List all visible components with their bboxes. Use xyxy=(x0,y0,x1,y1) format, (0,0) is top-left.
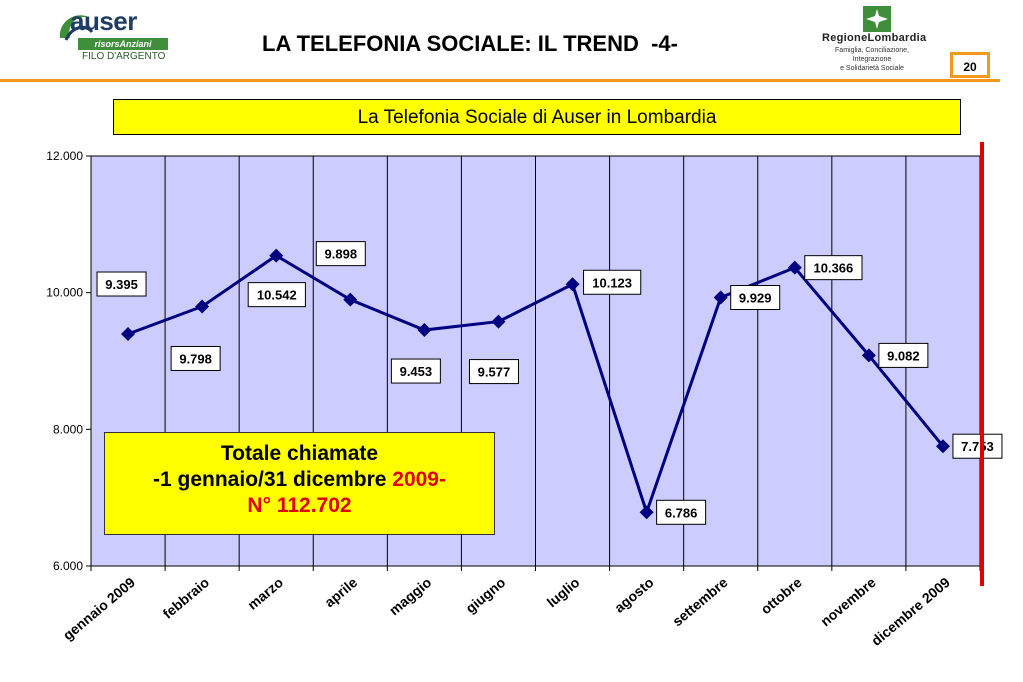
data-label: 6.786 xyxy=(665,505,698,520)
regione-lombardia-line-3: e Solidarietà Sociale xyxy=(840,65,904,72)
data-label: 9.798 xyxy=(179,351,212,366)
data-point xyxy=(417,323,432,338)
data-point xyxy=(639,505,654,520)
series-line xyxy=(127,253,945,518)
data-label-box xyxy=(170,345,221,371)
x-tick-label: maggio xyxy=(386,574,434,618)
x-tick-label: ottobre xyxy=(757,574,804,617)
y-tick-label: 12.000 xyxy=(46,149,83,163)
x-tick-label: agosto xyxy=(611,574,656,616)
data-label-box xyxy=(468,359,519,385)
data-label-box xyxy=(96,271,147,297)
regione-lombardia-name: RegioneLombardia xyxy=(822,32,927,44)
slide-number: 20 xyxy=(950,52,990,78)
data-label: 9.082 xyxy=(887,348,920,363)
data-label-box xyxy=(656,499,707,525)
total-calls-value: N° 112.702 xyxy=(247,494,352,517)
total-calls-period-text: -1 gennaio/31 dicembre xyxy=(153,468,393,491)
data-point xyxy=(343,292,358,307)
data-label-box xyxy=(952,433,1003,459)
data-point xyxy=(195,299,210,314)
data-label: 10.123 xyxy=(592,275,632,290)
regione-lombardia-icon xyxy=(863,6,891,32)
chart-title: La Telefonia Sociale di Auser in Lombard… xyxy=(113,99,961,135)
data-label: 9.395 xyxy=(105,277,138,292)
auser-swoosh-icon xyxy=(59,15,94,41)
header-divider xyxy=(0,79,1000,82)
auser-logo-tagline: risorsAnziani xyxy=(78,38,168,50)
data-label: 7.753 xyxy=(961,439,994,454)
data-point xyxy=(861,348,876,363)
total-calls-title: Totale chiamate xyxy=(220,442,379,465)
auser-logo-name: auser xyxy=(70,6,137,36)
data-point xyxy=(787,260,802,275)
data-label-box xyxy=(390,358,441,384)
data-label-box xyxy=(315,241,366,267)
slide-title: LA TELEFONIA SOCIALE: IL TREND -4- xyxy=(262,31,678,56)
data-label-box xyxy=(804,255,863,281)
data-point xyxy=(121,327,136,342)
data-point xyxy=(565,277,580,292)
data-label: 9.453 xyxy=(400,364,433,379)
x-tick-label: giugno xyxy=(462,574,508,616)
data-label: 9.898 xyxy=(325,247,358,262)
x-tick-label: dicembre 2009 xyxy=(868,574,953,649)
x-tick-label: luglio xyxy=(544,574,583,610)
y-tick-label: 10.000 xyxy=(46,286,83,300)
data-point xyxy=(713,290,728,305)
data-label: 10.542 xyxy=(257,288,297,303)
x-tick-label: settembre xyxy=(669,574,731,629)
data-label: 10.366 xyxy=(814,261,854,276)
auser-logo-subtitle: FILO D'ARGENTO xyxy=(82,51,166,62)
data-point xyxy=(269,248,284,263)
y-tick-label: 6.000 xyxy=(53,559,83,573)
regione-lombardia-line-2: Integrazione xyxy=(852,56,892,63)
total-calls-period: -1 gennaio/31 dicembre 2009- xyxy=(105,467,494,493)
x-tick-label: gennaio 2009 xyxy=(60,574,138,643)
regione-lombardia-line-1: Famiglia, Conciliazione, xyxy=(835,47,909,54)
x-tick-label: marzo xyxy=(244,574,286,613)
data-label-box xyxy=(583,269,642,295)
data-label: 9.577 xyxy=(478,365,511,380)
x-tick-label: aprile xyxy=(321,574,360,610)
y-tick-label: 8.000 xyxy=(53,422,83,436)
data-label: 9.929 xyxy=(739,291,772,306)
total-calls-year: 2009- xyxy=(392,468,446,491)
total-calls-box: Totale chiamate -1 gennaio/31 dicembre 2… xyxy=(104,432,495,535)
data-label-box xyxy=(247,282,306,308)
data-point xyxy=(935,439,950,454)
red-vertical-marker xyxy=(980,142,984,586)
data-label-box xyxy=(878,342,929,368)
data-point xyxy=(491,314,506,329)
x-tick-label: febbraio xyxy=(159,574,212,622)
data-label-box xyxy=(730,285,781,311)
x-tick-label: novembre xyxy=(817,574,879,629)
